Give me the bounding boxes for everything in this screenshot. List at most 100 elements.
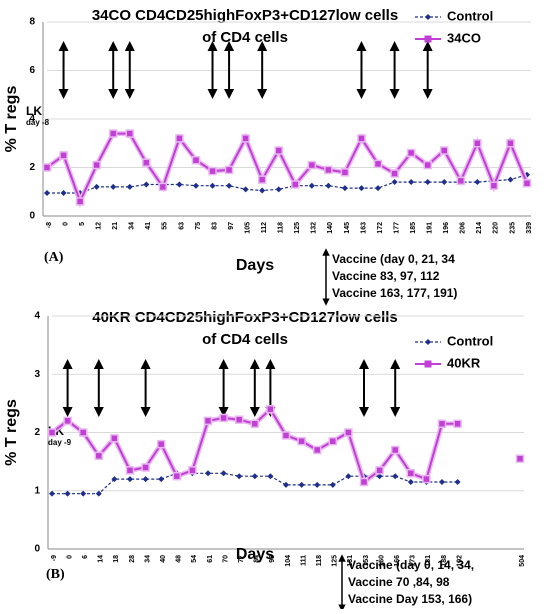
point (49, 490, 55, 497)
y-tick-label: 4 (34, 311, 40, 322)
x-tick-label: 185 (410, 222, 417, 234)
point (176, 181, 183, 188)
x-tick-label: 145 (344, 222, 351, 234)
point (297, 436, 306, 446)
point (266, 404, 275, 414)
x-tick-label: 191 (427, 222, 434, 234)
point (93, 183, 100, 190)
x-tick-label: 140 (327, 222, 334, 234)
series-line (52, 409, 520, 482)
point (142, 476, 149, 483)
legend-marker (425, 339, 431, 345)
point (473, 139, 482, 148)
point (127, 476, 133, 483)
legend-label: 34CO (447, 30, 481, 45)
annotation: LK (26, 104, 42, 118)
point (390, 445, 400, 455)
panel-label: (B) (46, 567, 65, 582)
point (95, 490, 102, 497)
point (515, 454, 525, 463)
x-tick-label: 235 (509, 222, 516, 234)
x-tick-label: 83 (211, 222, 218, 230)
point (59, 151, 68, 160)
y-tick-label: 2 (29, 162, 35, 173)
point (408, 179, 415, 186)
x-tick-label: 504 (519, 555, 526, 567)
panel-label: (A) (44, 250, 64, 265)
point (422, 474, 431, 484)
legend-label: Control (447, 8, 493, 23)
point (241, 134, 250, 143)
point (340, 168, 350, 177)
point (188, 466, 197, 475)
vaccine-note: Vaccine 83, 97, 112 (332, 269, 440, 283)
point (391, 179, 398, 186)
y-axis-label: % T regs (3, 399, 20, 466)
point (439, 146, 449, 155)
point (312, 445, 322, 455)
x-tick-label: 21 (112, 222, 119, 230)
point (522, 179, 532, 188)
point (424, 179, 431, 186)
point (42, 163, 52, 172)
point (110, 183, 117, 190)
point (192, 182, 199, 189)
point (63, 416, 72, 426)
x-tick-label: 77 (238, 555, 245, 563)
point (307, 160, 317, 170)
point (456, 176, 466, 186)
point (474, 179, 481, 186)
point (506, 139, 515, 148)
x-tick-label: 18 (113, 555, 120, 563)
x-tick-label: 173 (410, 555, 417, 567)
point (324, 165, 333, 175)
point (142, 158, 151, 167)
point (489, 181, 499, 190)
x-tick-label: 131 (347, 555, 354, 567)
series-halo (52, 409, 520, 482)
point (47, 428, 57, 437)
legend-marker (425, 14, 431, 20)
x-tick-label: 0 (66, 555, 73, 559)
x-tick-label: 97 (228, 222, 235, 230)
point (219, 413, 228, 423)
series-line (47, 174, 528, 194)
point (281, 431, 291, 440)
point (344, 428, 353, 437)
point (274, 146, 283, 155)
chart-title: of CD4 cells (202, 29, 288, 46)
point (507, 176, 514, 183)
y-tick-label: 1 (34, 485, 40, 496)
x-tick-label: 339 (526, 222, 533, 234)
x-tick-label: 153 (363, 555, 370, 567)
point (392, 473, 399, 480)
y-tick-label: 0 (29, 211, 35, 222)
chart-title: 40KR CD4CD25highFoxP3+CD127low cells (92, 309, 398, 326)
x-tick-label: 214 (476, 222, 483, 234)
x-tick-label: -9 (51, 555, 58, 561)
x-tick-label: 34 (144, 555, 151, 563)
x-tick-label: 41 (145, 222, 152, 230)
y-tick-label: 4 (29, 114, 35, 125)
point (80, 490, 87, 497)
legend-label: Control (447, 333, 493, 348)
legend-label: 40KR (447, 355, 481, 370)
point (250, 419, 260, 429)
x-tick-label: 75 (195, 222, 202, 230)
point (203, 416, 213, 426)
point (78, 428, 88, 437)
point (141, 463, 150, 472)
point (437, 419, 447, 429)
x-tick-label: 125 (294, 222, 301, 234)
point (205, 470, 211, 477)
point (341, 185, 348, 192)
x-tick-label: 160 (378, 555, 385, 567)
x-tick-label: 172 (377, 222, 384, 234)
vaccine-note: Vaccine 70 ,84, 98 (348, 575, 450, 589)
point (267, 473, 274, 480)
point (224, 165, 234, 175)
x-tick-label: 70 (222, 555, 229, 563)
point (325, 182, 332, 189)
annotation: day -9 (48, 438, 72, 447)
y-tick-label: 2 (34, 427, 40, 438)
